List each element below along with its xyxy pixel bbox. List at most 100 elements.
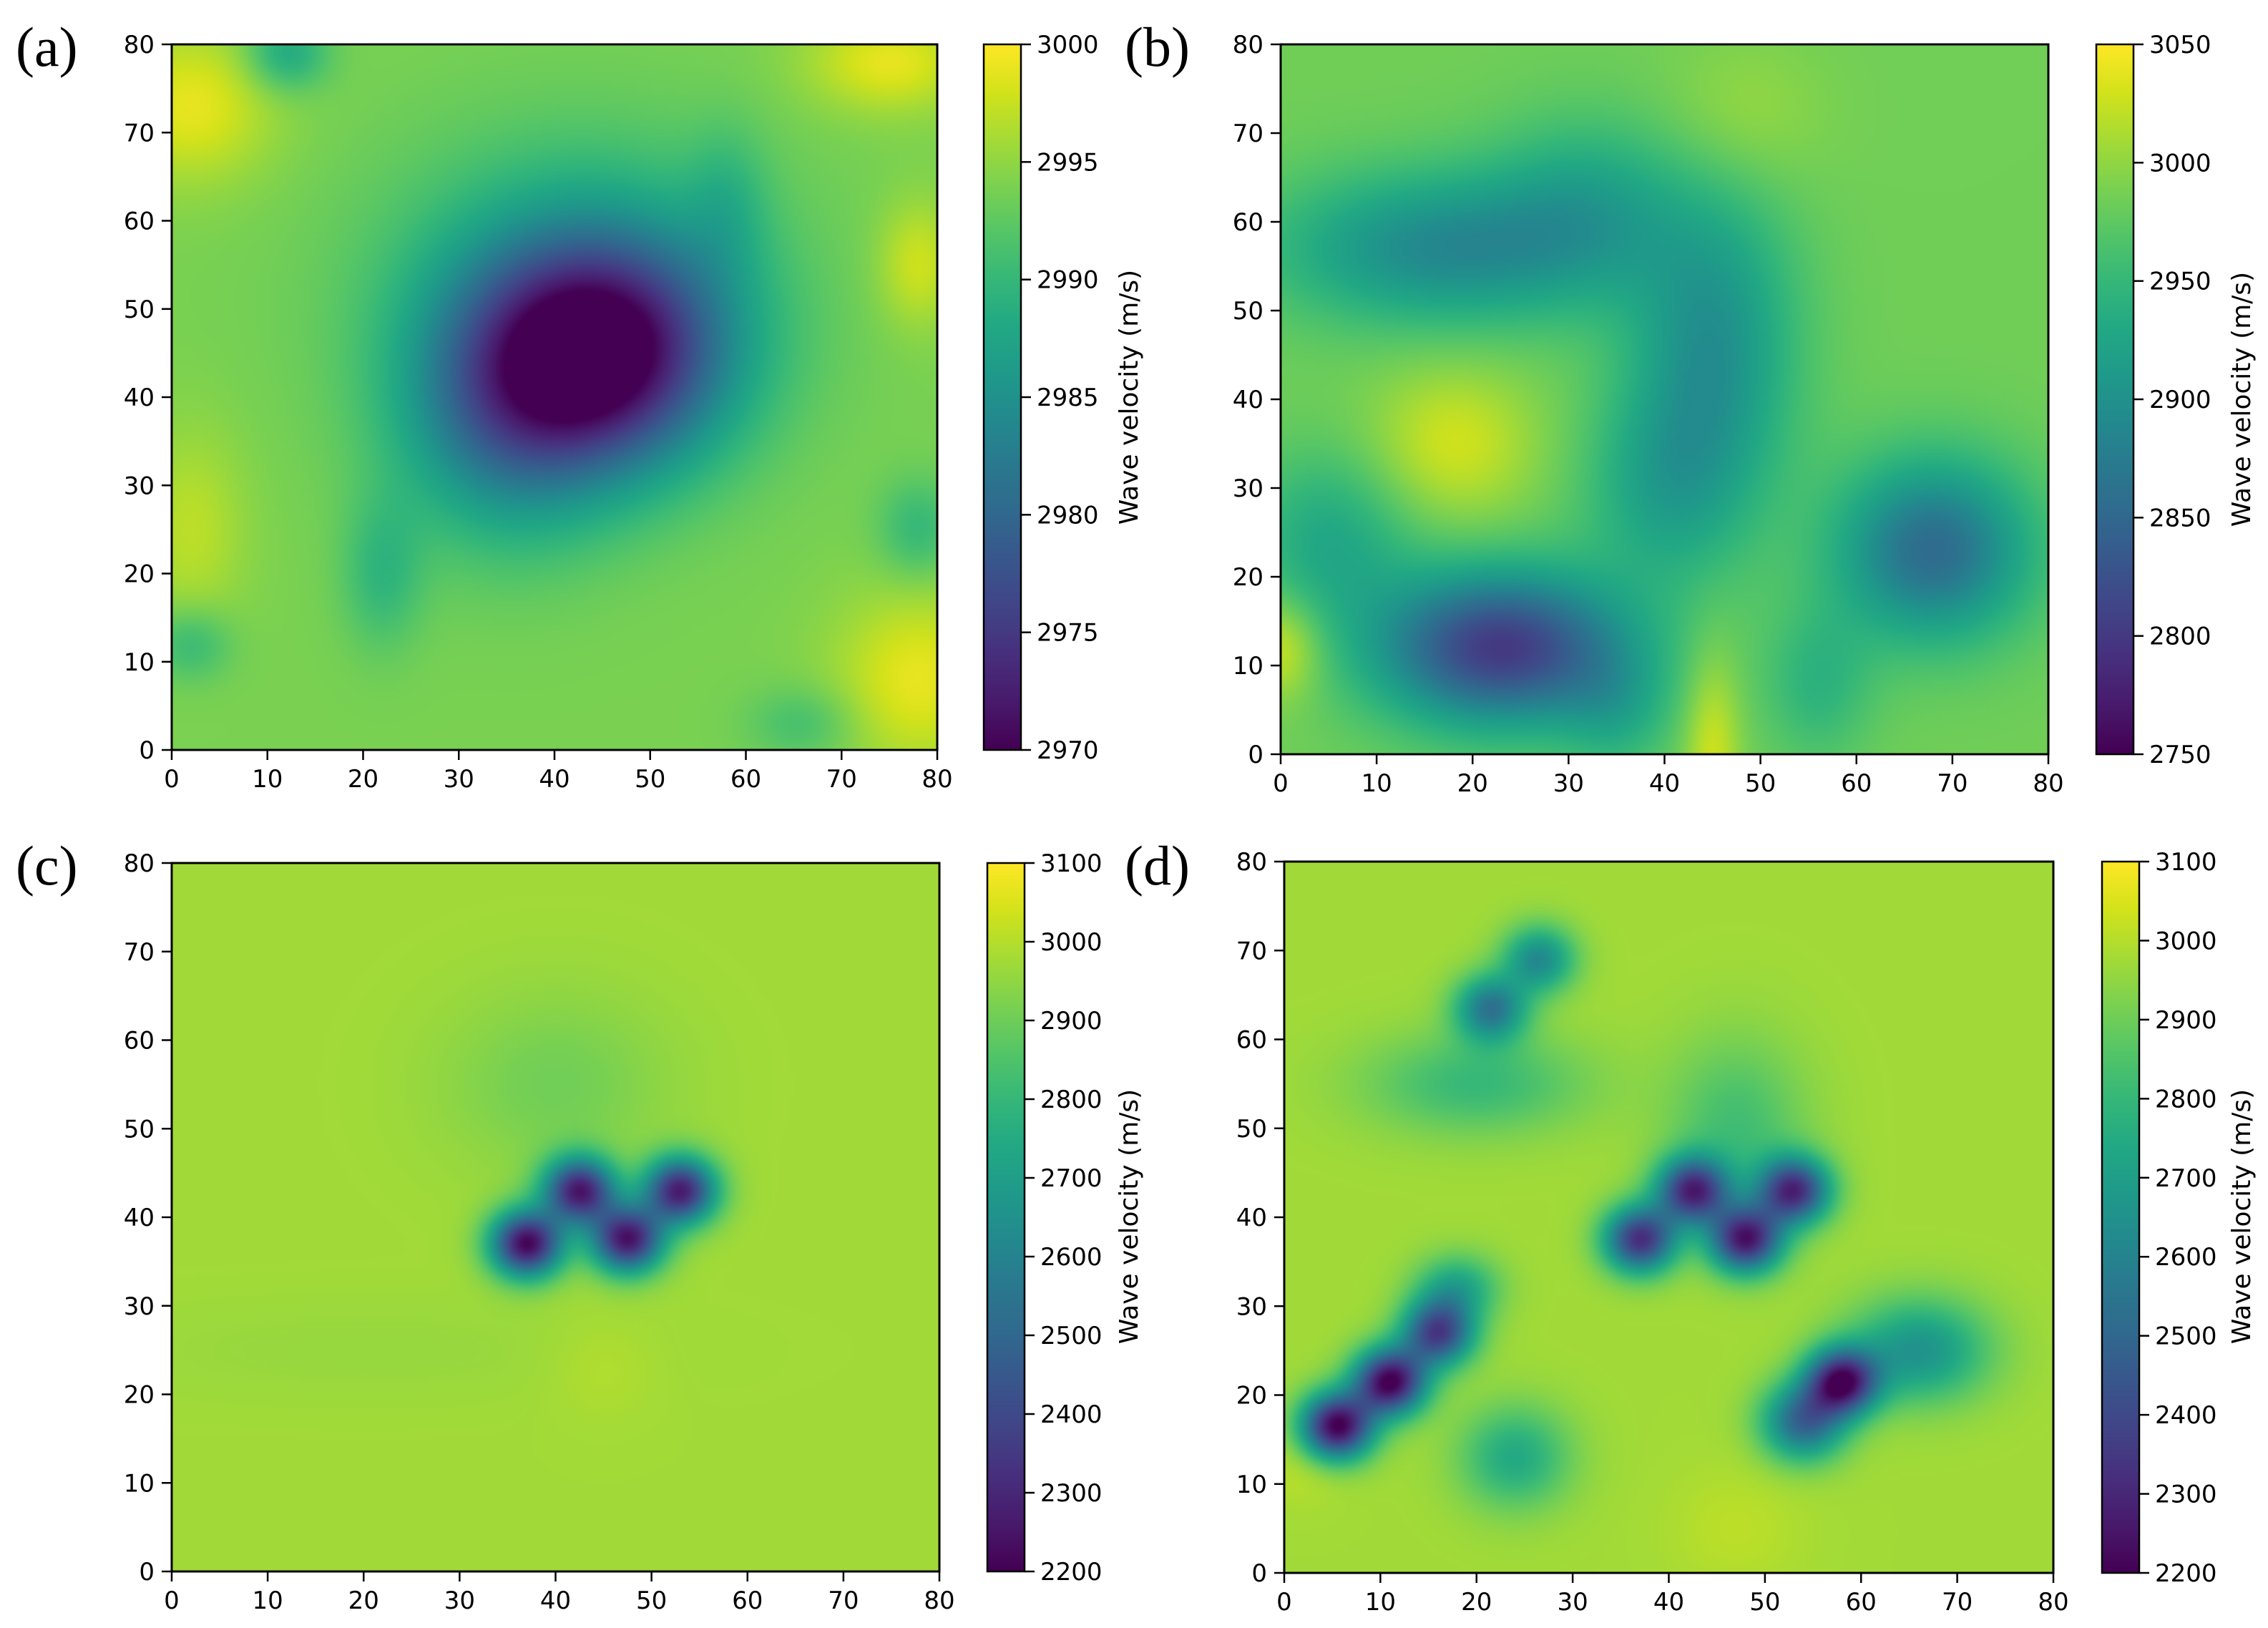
y-tick-label-a: 70 [124,119,155,147]
colorbar-ticks-c: 2200 2300 2400 2500 2600 2700 2800 2900 3000 3100 [1025,849,1103,1586]
colorbar-tick-label-c: 2700 [1040,1164,1103,1193]
x-tick-label-d: 60 [1846,1588,1877,1617]
y-tick-label-c: 50 [124,1115,155,1144]
x-tick-label-b: 50 [1745,769,1776,798]
colorbar-tick-label-a: 2985 [1037,384,1099,412]
colorbar-a [984,44,1021,750]
y-axis-a: 0 10 20 30 40 50 60 70 80 [124,31,172,765]
y-tick-label-d: 60 [1236,1026,1267,1055]
x-tick-label-d: 70 [1942,1588,1973,1617]
y-tick-label-d: 50 [1236,1115,1267,1144]
y-axis-b: 0 10 20 30 40 50 60 70 80 [1233,31,1281,769]
panel-b: (b) 0 10 20 30 40 50 60 70 80 01020304050607080 … [1125,16,2257,798]
x-tick-label-a: 30 [444,765,474,794]
colorbar-tick-label-d: 2600 [2155,1243,2217,1272]
x-tick-label-b: 60 [1841,769,1872,798]
colorbar-tick-label-b: 2800 [2149,623,2211,651]
y-tick-label-c: 10 [124,1469,155,1498]
y-tick-label-c: 30 [124,1292,155,1321]
colorbar-c [987,863,1025,1571]
y-tick-label-b: 60 [1233,208,1263,237]
x-axis-d: 0 10 20 30 40 50 60 70 80 [1276,1573,2069,1617]
colorbar-tick-label-c: 2400 [1040,1400,1103,1429]
colorbar-tick-label-d: 2700 [2155,1164,2217,1193]
colorbar-ticks-d: 2200 2300 2400 2500 2600 2700 2800 2900 3000 3100 [2139,848,2217,1588]
x-tick-label-a: 10 [252,765,283,794]
heatmap-a [172,44,937,750]
y-tick-label-c: 0 [139,1558,155,1586]
x-tick-label-d: 30 [1557,1588,1588,1617]
colorbar-tick-label-d: 2300 [2155,1481,2217,1509]
colorbar-tick-label-d: 2800 [2155,1085,2217,1113]
colorbar-ticks-b: 2750 2800 2850 2900 2950 3000 3050 [2133,31,2211,769]
y-tick-label-a: 20 [124,560,155,589]
y-tick-label-d: 10 [1236,1471,1267,1499]
y-tick-label-a: 80 [124,31,155,59]
x-tick-label-d: 10 [1365,1588,1396,1617]
y-tick-label-c: 40 [124,1204,155,1232]
colorbar-tick-label-b: 3050 [2149,31,2211,59]
y-tick-label-a: 50 [124,296,155,324]
colorbar-tick-label-b: 2850 [2149,504,2211,532]
x-tick-label-b: 0 [1273,769,1289,798]
x-tick-label-b: 10 [1361,769,1392,798]
x-tick-label-b: 40 [1649,769,1680,798]
colorbar-tick-label-d: 3100 [2155,848,2217,877]
colorbar-label-b: Wave velocity (m/s) [2227,272,2257,527]
y-tick-label-c: 20 [124,1381,155,1410]
colorbar-tick-label-d: 2500 [2155,1322,2217,1351]
colorbar-tick-label-d: 3000 [2155,927,2217,955]
colorbar-tick-label-d: 2200 [2155,1559,2217,1588]
colorbar-tick-label-c: 3100 [1040,849,1103,878]
colorbar-tick-label-b: 2950 [2149,268,2211,296]
x-axis-c: 0 10 20 30 40 50 60 70 80 [164,1571,955,1615]
y-tick-label-b: 30 [1233,474,1263,503]
y-tick-label-a: 0 [139,736,155,765]
x-tick-label-a: 70 [826,765,857,794]
x-tick-label-a: 50 [635,765,665,794]
y-tick-label-d: 0 [1251,1559,1267,1588]
y-tick-label-b: 50 [1233,297,1263,326]
panel-a: (a) 0 10 20 30 40 50 60 70 80 01020304050607080 … [16,16,1144,794]
x-tick-label-c: 30 [444,1586,475,1615]
y-tick-label-b: 70 [1233,120,1263,148]
x-tick-label-c: 50 [636,1586,667,1615]
x-tick-label-c: 80 [924,1586,954,1615]
y-tick-label-a: 10 [124,648,155,677]
y-tick-label-d: 80 [1236,848,1267,877]
x-tick-label-a: 0 [164,765,180,794]
colorbar-ticks-a: 2970 2975 2980 2985 2990 2995 3000 [1021,31,1099,765]
colorbar-tick-label-a: 2975 [1037,619,1099,648]
panel-label-a: (a) [16,16,78,78]
y-tick-label-b: 20 [1233,563,1263,592]
colorbar-frame-d [2101,860,2141,1574]
panel-label-b: (b) [1125,16,1190,78]
colorbar-tick-label-a: 2990 [1037,266,1099,295]
y-tick-label-c: 70 [124,938,155,967]
x-tick-label-d: 40 [1653,1588,1684,1617]
y-tick-label-b: 80 [1233,31,1263,59]
y-tick-label-a: 40 [124,384,155,412]
y-axis-d: 0 10 20 30 40 50 60 70 80 [1236,848,1284,1588]
colorbar-label-d: Wave velocity (m/s) [2227,1089,2257,1344]
x-tick-label-a: 20 [348,765,378,794]
colorbar-b [2096,44,2133,754]
x-tick-label-b: 20 [1457,769,1488,798]
colorbar-tick-label-c: 2600 [1040,1243,1103,1272]
x-tick-label-d: 50 [1749,1588,1780,1617]
colorbar-frame-c [986,862,1026,1573]
x-tick-label-b: 30 [1553,769,1584,798]
colorbar-tick-label-a: 2980 [1037,501,1099,530]
colorbar-tick-label-c: 2800 [1040,1086,1103,1114]
x-axis-a: 0 10 20 30 40 50 60 70 80 [164,750,953,794]
colorbar-tick-label-c: 2900 [1040,1007,1103,1035]
y-tick-label-a: 30 [124,472,155,500]
x-axis-b: 0 10 20 30 40 50 60 70 80 [1273,754,2064,798]
x-tick-label-c: 40 [540,1586,571,1615]
y-tick-label-b: 0 [1248,741,1263,769]
y-tick-label-d: 20 [1236,1382,1267,1410]
y-tick-label-b: 10 [1233,652,1263,681]
colorbar-d [2102,862,2139,1573]
y-tick-label-b: 40 [1233,386,1263,414]
